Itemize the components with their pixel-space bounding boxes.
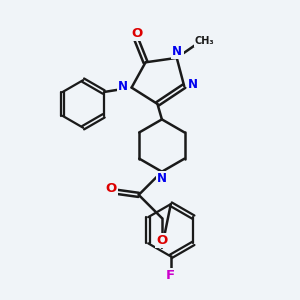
Text: O: O	[156, 234, 167, 247]
Text: F: F	[166, 269, 176, 282]
Text: O: O	[105, 182, 116, 195]
Text: N: N	[157, 172, 167, 185]
Text: N: N	[172, 45, 182, 58]
Text: N: N	[188, 78, 198, 91]
Text: N: N	[118, 80, 128, 93]
Text: O: O	[131, 27, 142, 40]
Text: CH₃: CH₃	[195, 36, 214, 46]
